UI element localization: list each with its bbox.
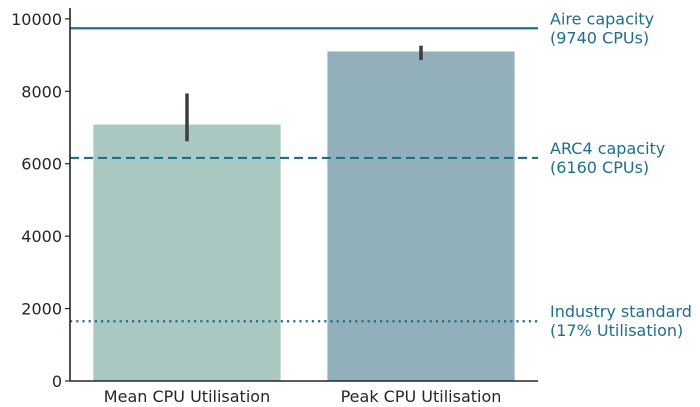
bar-1 xyxy=(93,124,281,382)
y-tick-label-3: 4000 xyxy=(21,227,62,246)
reference-label-1-line2: (9740 CPUs) xyxy=(550,28,649,47)
ticks-layer: Mean CPU Utilisation Peak CPU Utilisation… xyxy=(11,10,501,406)
reference-lines-layer xyxy=(70,27,538,323)
reference-labels-layer: Aire capacity(9740 CPUs) ARC4 capacity(61… xyxy=(550,9,692,340)
reference-label-2-line1: ARC4 capacity xyxy=(550,139,665,158)
y-tick-label-5: 8000 xyxy=(21,82,62,101)
y-tick-label-6: 10000 xyxy=(11,10,62,29)
reference-label-3-line1: Industry standard xyxy=(550,302,692,321)
reference-label-1-line1: Aire capacity xyxy=(550,9,654,28)
reference-label-3-line2: (17% Utilisation) xyxy=(550,321,683,340)
axes-layer xyxy=(69,8,538,382)
y-tick-label-2: 2000 xyxy=(21,300,62,319)
bars-layer xyxy=(93,51,515,382)
error-bars-layer xyxy=(185,45,423,142)
x-tick-label-2: Peak CPU Utilisation xyxy=(341,387,502,406)
y-tick-label-4: 6000 xyxy=(21,155,62,174)
bar-2 xyxy=(327,51,515,382)
x-tick-label-1: Mean CPU Utilisation xyxy=(104,387,270,406)
reference-label-2-line2: (6160 CPUs) xyxy=(550,158,649,177)
y-tick-label-1: 0 xyxy=(52,372,62,391)
